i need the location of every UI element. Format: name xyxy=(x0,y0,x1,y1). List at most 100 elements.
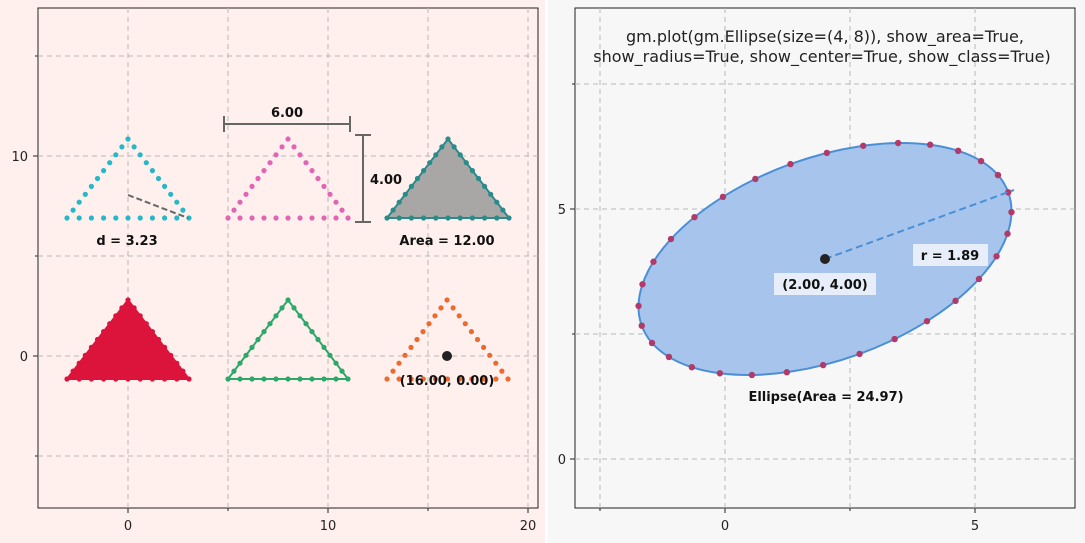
left-panel: 0 10 20 10 0 d = 3.23 6.00 xyxy=(0,0,545,543)
vertex-dot xyxy=(481,376,487,382)
vertex-dot xyxy=(279,305,285,311)
ellipse-vertex-dot xyxy=(748,371,756,379)
ellipse-shape: (2.00, 4.00) r = 1.89 Ellipse(Area = 24.… xyxy=(635,139,1015,405)
vertex-dot xyxy=(261,215,267,221)
vertex-dot xyxy=(113,215,119,221)
vertex-dot xyxy=(315,175,321,182)
vertex-dot xyxy=(494,199,500,205)
vertex-dot xyxy=(333,376,339,382)
vertex-dot xyxy=(101,376,107,382)
vertex-dot xyxy=(444,376,451,382)
ellipse-vertex-dot xyxy=(667,235,675,243)
vertex-dot xyxy=(137,215,143,221)
vertex-dot xyxy=(414,336,420,343)
vertex-dot xyxy=(261,168,267,174)
vertex-dot xyxy=(101,329,107,335)
triangle-pink-dotted: 6.00 4.00 xyxy=(223,106,402,223)
panel-separator xyxy=(545,0,548,543)
ellipse-center-label: (2.00, 4.00) xyxy=(782,278,868,293)
vertex-dot xyxy=(457,376,463,382)
vertex-dot xyxy=(70,368,76,374)
ellipse-vertex-dot xyxy=(894,139,902,147)
vertex-dot xyxy=(285,215,291,221)
vertex-dot xyxy=(309,168,315,174)
vertex-dot xyxy=(137,152,143,158)
vertex-dot xyxy=(321,215,327,221)
vertex-dot xyxy=(273,376,279,382)
vertex-dot xyxy=(149,215,155,221)
vertex-dot xyxy=(482,183,488,189)
vertex-dot xyxy=(113,376,119,382)
right-xtick-0-label: 0 xyxy=(721,519,729,534)
crimson-vertex-dots xyxy=(64,297,192,382)
vertex-dot xyxy=(475,175,482,182)
ellipse-vertex-dot xyxy=(952,297,959,305)
vertex-dot xyxy=(162,344,168,350)
radius-label: r = 1.89 xyxy=(921,249,979,264)
vertex-dot xyxy=(76,376,82,382)
vertex-dot xyxy=(421,215,427,221)
vertex-dot xyxy=(82,352,88,358)
ellipse-vertex-dot xyxy=(1005,189,1012,196)
ellipse-vertex-dot xyxy=(648,339,656,347)
vertex-dot xyxy=(64,376,70,382)
vertex-dot xyxy=(249,376,255,382)
vertex-dot xyxy=(402,352,408,358)
vertex-dot xyxy=(131,144,137,150)
ellipse-vertex-dot xyxy=(716,370,724,377)
vertex-dot xyxy=(457,152,463,158)
vertex-dot xyxy=(493,376,499,382)
ellipse-vertex-dot xyxy=(954,147,962,155)
triangle-crimson-filled xyxy=(64,297,192,382)
vertex-dot xyxy=(231,207,237,213)
vertex-dot xyxy=(505,376,511,382)
vertex-dot xyxy=(180,368,186,374)
vertex-dot xyxy=(273,215,279,221)
left-xtick-20-label: 20 xyxy=(520,519,537,534)
vertex-dot xyxy=(119,305,125,311)
vertex-dot xyxy=(82,191,88,197)
plot-title-line-2: show_radius=True, show_center=True, show… xyxy=(593,47,1050,67)
vertex-dot xyxy=(408,183,414,189)
vertex-dot xyxy=(267,321,273,327)
vertex-dot xyxy=(500,207,506,213)
vertex-dot xyxy=(291,305,297,311)
vertex-dot xyxy=(408,215,414,221)
ellipse-vertex-dot xyxy=(891,335,898,343)
vertex-dot xyxy=(426,321,432,327)
vertex-dot xyxy=(186,376,192,382)
vertex-dot xyxy=(468,329,474,335)
radius-line xyxy=(824,189,1015,260)
vertex-dot xyxy=(433,215,439,221)
vertex-dot xyxy=(303,160,309,166)
vertex-dot xyxy=(285,136,291,142)
vertex-dot xyxy=(94,175,101,182)
area-label: Area = 12.00 xyxy=(399,234,494,249)
vertex-dot xyxy=(345,215,351,221)
vertex-dot xyxy=(402,191,408,197)
ellipse-vertex-dot xyxy=(665,353,673,361)
right-y-ticks: 5 0 xyxy=(558,83,575,468)
vertex-dot xyxy=(414,175,421,182)
vertex-dot xyxy=(297,376,303,382)
vertex-dot xyxy=(267,160,273,166)
left-xtick-0-label: 0 xyxy=(124,519,132,534)
vertex-dot xyxy=(506,215,512,221)
vertex-dot xyxy=(384,376,390,382)
ellipse-vertex-dot xyxy=(691,213,698,221)
vertex-dot xyxy=(231,368,237,374)
vertex-dot xyxy=(225,215,231,221)
vertex-dot xyxy=(180,207,186,213)
vertex-dot xyxy=(125,136,131,142)
green-vertex-dots xyxy=(225,297,351,382)
triangle-orange-center: (16.00, 0.00) xyxy=(384,297,511,389)
center-label-box xyxy=(774,273,876,295)
vertex-dot xyxy=(339,368,345,374)
vertex-dot xyxy=(155,336,162,343)
vertex-dot xyxy=(261,376,267,382)
vertex-dot xyxy=(333,215,339,221)
ellipse-vertex-dot xyxy=(650,258,657,265)
vertex-dot xyxy=(481,344,487,350)
vertex-dot xyxy=(439,144,445,150)
